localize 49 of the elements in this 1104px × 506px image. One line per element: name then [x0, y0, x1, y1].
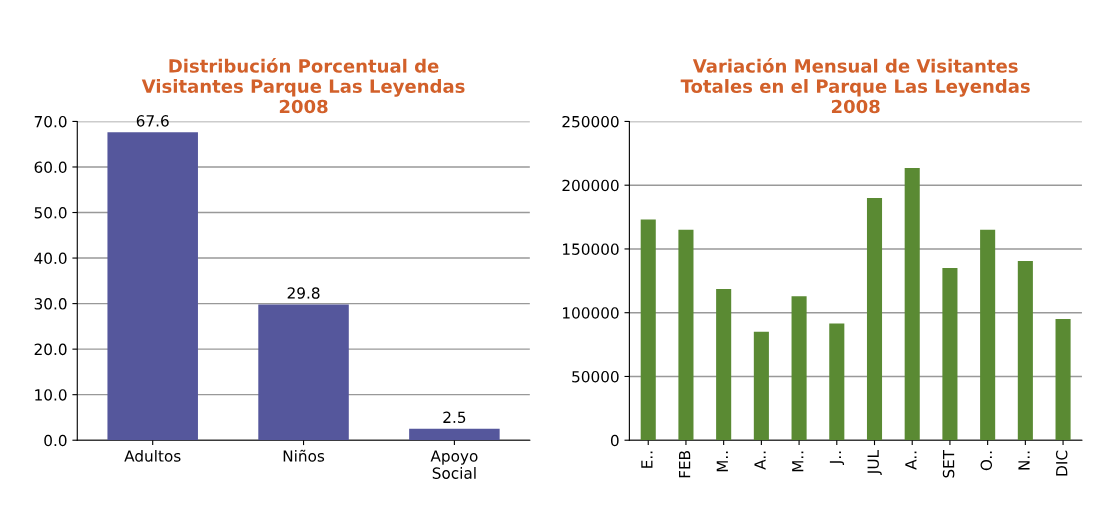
x-tick-label: DIC: [1055, 450, 1068, 476]
bar: [640, 219, 656, 441]
y-tick-label: 50.0: [34, 206, 67, 219]
y-tick-label: 40.0: [34, 252, 67, 265]
bar: [866, 197, 883, 441]
bar: [829, 323, 845, 441]
data-label: 2.5: [443, 411, 466, 424]
y-tick-label: 250000: [562, 115, 619, 128]
bar: [791, 296, 807, 441]
bar: [1017, 261, 1033, 441]
bar: [678, 229, 694, 441]
x-tick-label: Apoyo Social: [430, 450, 478, 479]
y-tick-label: 70.0: [34, 115, 67, 128]
chart-title: Distribución Porcentual de Visitantes Parque Las Leyendas 2008: [141, 58, 465, 114]
bar: [942, 268, 958, 441]
x-tick-label: Niños: [283, 449, 325, 462]
bar: [258, 304, 349, 441]
x-tick-label: Adultos: [124, 449, 181, 462]
x-tick-label: A..: [905, 451, 917, 470]
y-tick-label: 100000: [563, 307, 619, 319]
y-tick-label: 0: [610, 434, 619, 447]
chart-title: Variación Mensual de Visitantes Totales en el Parque Las Leyendas 2008: [680, 58, 1030, 114]
x-tick-label: A..: [754, 451, 766, 470]
y-tick-label: 30.0: [34, 298, 67, 310]
y-tick-label: 60.0: [34, 161, 67, 173]
y-tick-label: 50000: [572, 370, 619, 383]
y-tick-label: 200000: [562, 179, 619, 192]
bar: [980, 229, 996, 441]
y-tick-label: 20.0: [34, 343, 67, 356]
y-tick-label: 10.0: [35, 389, 67, 401]
x-tick-label: N..: [1018, 451, 1030, 470]
bar: [753, 331, 769, 441]
x-tick-label: J..: [829, 451, 845, 465]
bar: [904, 167, 920, 441]
data-label: 67.6: [136, 115, 169, 127]
x-tick-label: JUL: [867, 450, 882, 475]
x-tick-label: E..: [641, 451, 653, 468]
data-label: 29.8: [287, 287, 320, 299]
bar: [409, 428, 500, 441]
x-tick-label: O..: [980, 451, 993, 471]
x-tick-label: M..: [792, 451, 804, 472]
x-tick-label: SET: [942, 449, 955, 478]
bar: [107, 132, 198, 441]
x-tick-label: M..: [716, 451, 728, 472]
y-tick-label: 150000: [563, 243, 619, 255]
bar: [716, 289, 732, 441]
bar: [1055, 319, 1071, 441]
x-tick-label: FEB: [679, 451, 691, 478]
y-tick-label: 0.0: [44, 434, 67, 447]
